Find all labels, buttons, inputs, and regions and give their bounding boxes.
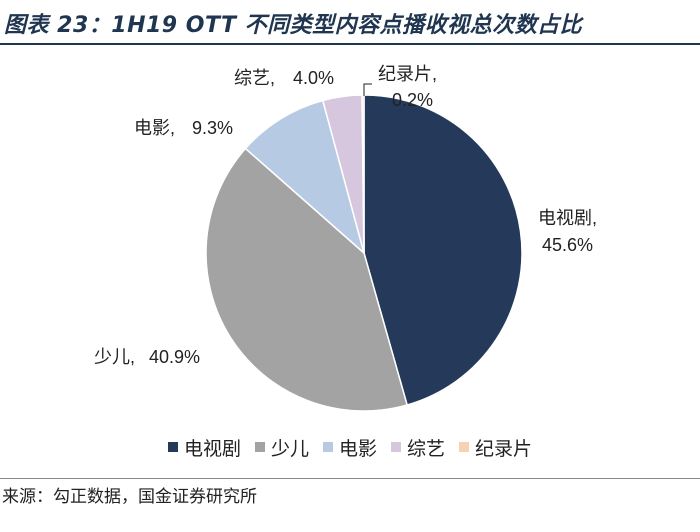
legend-swatch-variety: [391, 442, 401, 452]
legend-label-movie: 电影: [338, 438, 377, 460]
source-note: 来源：勾正数据，国金证券研究所: [2, 487, 257, 507]
pie-slices: [205, 94, 523, 412]
title-bar: 图表 23：1H19 OTT 不同类型内容点播收视总次数占比: [0, 0, 700, 40]
legend-item-documentary: 纪录片: [459, 434, 532, 461]
legend-label-kids: 少儿: [270, 438, 309, 460]
label-kids-name: 少儿,: [94, 347, 135, 367]
legend-label-variety: 综艺: [407, 438, 446, 460]
leader-lines: [363, 83, 372, 96]
legend-item-movie: 电影: [322, 434, 377, 461]
legend-swatch-tv-series: [167, 442, 178, 452]
label-documentary-name: 纪录片,: [378, 64, 437, 84]
legend-item-tv-series: 电视剧: [167, 434, 241, 461]
label-variety-name: 综艺,: [234, 68, 275, 88]
leader-line-documentary: [363, 83, 372, 96]
label-variety-value: 4.0%: [293, 68, 334, 88]
slice-movie: [244, 99, 366, 256]
slice-labels: 电视剧, 45.6% 少儿, 40.9% 电影, 9.3% 综艺, 4.0% 纪…: [94, 64, 597, 367]
legend-swatch-movie: [322, 442, 333, 452]
legend-item-kids: 少儿: [254, 434, 309, 461]
legend-swatch-documentary: [459, 442, 470, 452]
title-underline: [0, 43, 700, 45]
chart-legend: 电视剧 少儿 电影 综艺 纪录片: [0, 432, 700, 462]
legend-item-variety: 综艺: [391, 434, 445, 461]
legend-label-tv-series: 电视剧: [183, 438, 241, 460]
label-documentary-value: 0.2%: [392, 90, 433, 110]
label-tv-series-name: 电视剧,: [538, 208, 597, 228]
slice-tv-series: [363, 94, 523, 406]
label-kids-value: 40.9%: [149, 347, 200, 367]
label-movie-name: 电影,: [134, 118, 175, 138]
label-tv-series-value: 45.6%: [542, 235, 593, 255]
label-movie-value: 9.3%: [192, 118, 233, 138]
footer-divider: [0, 478, 700, 479]
legend-label-documentary: 纪录片: [475, 438, 533, 460]
slice-kids: [205, 147, 409, 412]
legend-swatch-kids: [254, 442, 265, 452]
chart-title: 图表 23：1H19 OTT 不同类型内容点播收视总次数占比: [4, 13, 583, 38]
